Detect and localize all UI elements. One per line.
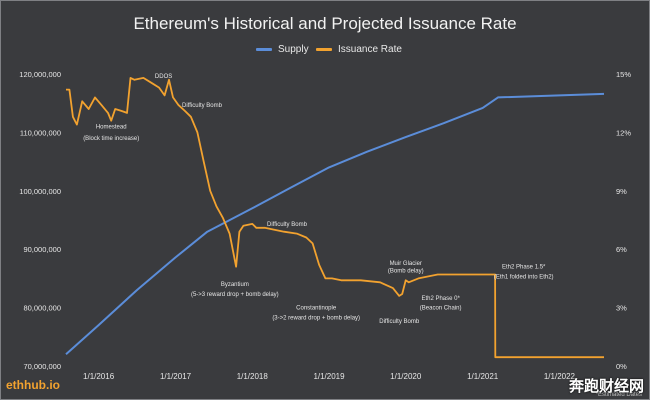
y-left-tick-label: 90,000,000 [23,245,61,254]
legend-label-issuance: Issuance Rate [338,44,402,55]
annotation-label: Muir Glacier [390,261,422,267]
legend-swatch-issuance [316,48,332,51]
x-tick-label: 1/1/2017 [160,372,192,381]
y-right-tick-label: 12% [616,128,631,137]
annotation-label: (Beacon Chain) [420,306,462,312]
legend-label-supply: Supply [278,44,309,55]
y-left-tick-label: 100,000,000 [19,187,61,196]
y-left-tick-label: 110,000,000 [20,128,61,137]
annotation-label: (3->2 reward drop + bomb delay) [272,315,360,321]
annotation-label: Homestead [96,125,127,131]
annotation-label: (5->3 reward drop + bomb delay) [191,292,279,298]
annotation-label: (Block time increase) [83,136,139,142]
supply-line [65,92,605,356]
annotation-label: Byzantium [221,282,249,288]
annotation-label: Constantinople [296,306,337,312]
x-tick-label: 1/1/2016 [83,372,115,381]
annotation-label: Difficulty Bomb [267,222,308,228]
chart-title: Ethereum's Historical and Projected Issu… [133,14,517,33]
y-left-tick-label: 120,000,000 [19,70,61,79]
y-left-tick-label: 80,000,000 [23,304,61,313]
site-watermark: 奔跑财经网 [568,377,644,395]
annotation-label: DDOS [155,74,172,80]
y-right-tick-label: 3% [616,304,627,313]
y-right-tick-label: 9% [616,187,627,196]
annotation-label: (Eth1 folded into Eth2) [494,274,554,280]
annotation-label: Difficulty Bomb [379,319,420,325]
issuance-rate-line [66,77,604,359]
annotation-label: Eth2 Phase 1.5* [502,265,546,271]
y-right-tick-label: 6% [616,245,627,254]
estimated-dates-footnote: *Estimated Dates [595,392,642,398]
annotation-label: (Bomb delay) [388,269,424,275]
legend-item-supply: Supply [256,44,309,55]
legend-swatch-supply [256,48,272,51]
x-tick-label: 1/1/2019 [313,372,345,381]
annotation-label: Eth2 Phase 0* [421,296,460,302]
legend-item-issuance: Issuance Rate [316,44,402,55]
x-tick-label: 1/1/2022 [544,372,576,381]
y-right-tick-label: 15% [616,70,631,79]
x-tick-label: 1/1/2018 [237,372,269,381]
y-right-tick-label: 0% [616,362,627,371]
y-left-tick-label: 70,000,000 [23,362,61,371]
source-watermark: ethhub.io [6,378,60,392]
x-tick-label: 1/1/2020 [390,372,422,381]
x-tick-label: 1/1/2021 [467,372,499,381]
annotation-label: Difficulty Bomb [182,103,223,109]
chart-legend: Supply Issuance Rate [0,44,650,58]
